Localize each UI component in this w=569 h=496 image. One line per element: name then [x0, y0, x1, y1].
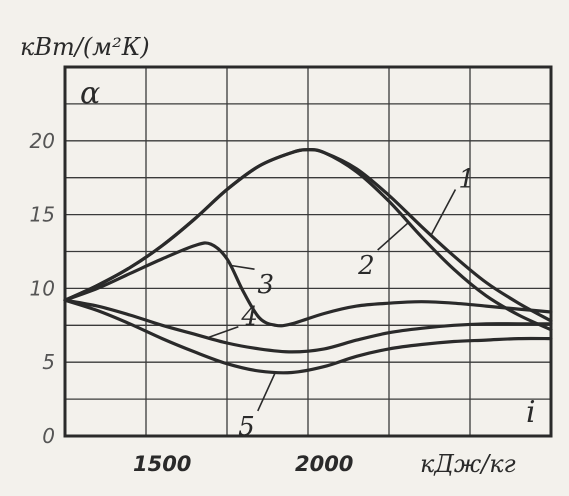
plot-frame	[63, 65, 553, 438]
y-axis-symbol: α	[80, 76, 100, 111]
series-line-3	[63, 241, 553, 328]
series-leader-lines	[207, 189, 457, 412]
y-tick-label: 0	[42, 424, 55, 448]
series-labels: 1 2 34 5	[238, 165, 475, 442]
x-axis-label: кДж/кг	[420, 450, 516, 478]
leader-line-4	[207, 326, 239, 339]
y-axis-label: кВт/(м²К)	[20, 33, 150, 61]
grid	[65, 67, 551, 436]
series-label-5: 5	[238, 412, 255, 442]
x-tick-label: 2000	[295, 452, 353, 476]
series-label-3: 3	[258, 270, 275, 300]
series-label-1: 1	[458, 165, 475, 195]
y-tick-label: 5	[42, 350, 55, 374]
y-tick-label: 15	[30, 203, 55, 227]
leader-line-3	[230, 264, 255, 271]
leader-line-1	[430, 189, 457, 236]
series-line-5	[63, 298, 553, 375]
series-line-2	[63, 148, 553, 332]
curves	[63, 148, 553, 375]
series-label-4: 4	[240, 302, 258, 332]
series-line-4	[63, 298, 553, 354]
y-tick-label: 10	[30, 276, 55, 300]
x-axis-symbol: i	[526, 395, 536, 430]
series-label-2: 2	[357, 251, 375, 281]
leader-line-5	[257, 371, 277, 412]
leader-line-2	[377, 221, 409, 251]
tick-labels: 0 5 10 15 20 1500 2000	[30, 129, 354, 476]
x-tick-label: 1500	[133, 452, 191, 476]
y-tick-label: 20	[30, 129, 55, 153]
